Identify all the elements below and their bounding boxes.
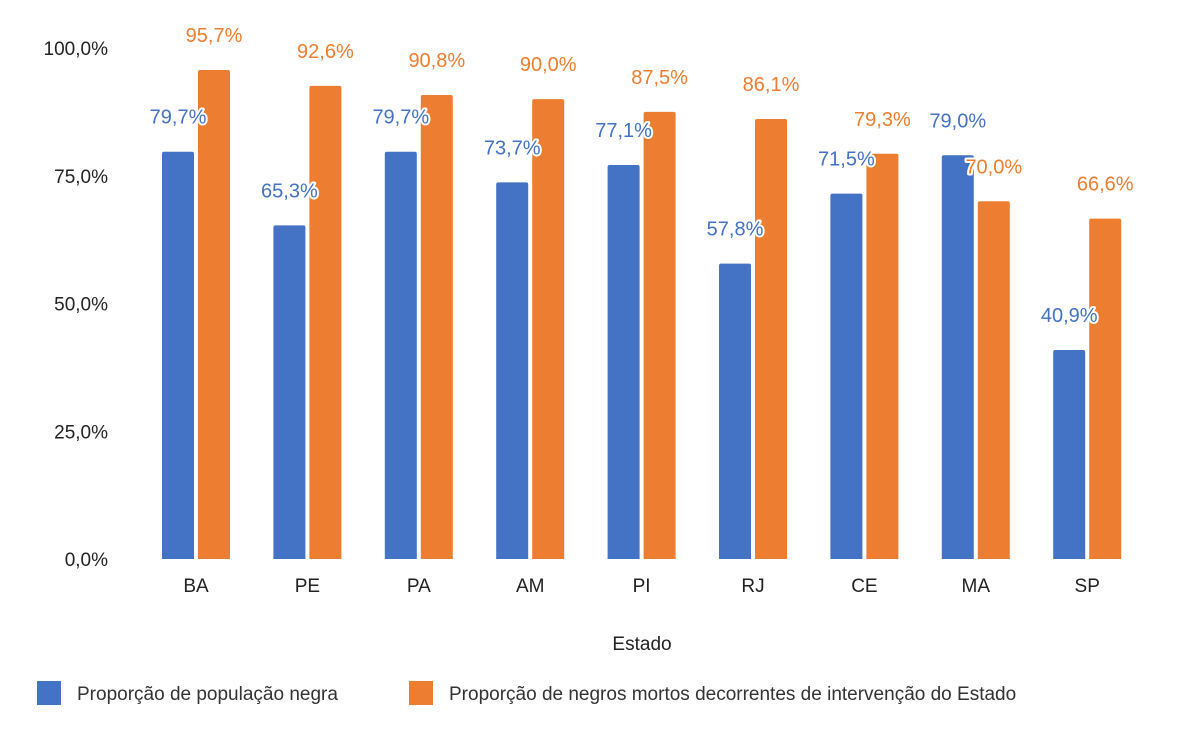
data-label-populacao-negra: 73,7% xyxy=(484,137,541,159)
data-label-populacao-negra: 71,5% xyxy=(818,149,875,171)
bar-negros-mortos xyxy=(755,119,787,560)
legend-swatch xyxy=(409,681,433,705)
data-label-negros-mortos: 92,6% xyxy=(297,41,354,63)
bar-negros-mortos xyxy=(643,111,676,559)
y-tick-label: 100,0% xyxy=(44,39,109,60)
x-tick-label: MA xyxy=(962,576,991,597)
data-label-populacao-negra: 79,7% xyxy=(372,107,429,129)
bar-negros-mortos xyxy=(1089,218,1122,559)
legend-label: Proporção de negros mortos decorrentes d… xyxy=(449,684,1016,705)
x-tick-label: RJ xyxy=(741,576,764,597)
bar-negros-mortos xyxy=(198,69,230,560)
x-tick-label: AM xyxy=(516,576,545,597)
y-axis: 0,0% 25,0% 50,0% 75,0% 100,0% xyxy=(44,39,109,571)
x-axis-title: Estado xyxy=(612,634,671,655)
x-tick-label: CE xyxy=(851,576,877,597)
data-label-negros-mortos: 90,8% xyxy=(408,50,465,72)
data-label-negros-mortos: 87,5% xyxy=(631,67,688,89)
bar-negros-mortos xyxy=(420,95,453,560)
y-tick-label: 25,0% xyxy=(54,422,108,443)
x-tick-label: PE xyxy=(295,576,320,597)
bars xyxy=(162,69,1122,560)
data-label-populacao-negra: 77,1% xyxy=(595,120,652,142)
bar-populacao-negra xyxy=(607,165,640,560)
x-tick-label: SP xyxy=(1075,576,1100,597)
x-axis: BA PE PA AM PI RJ CE MA SP xyxy=(183,576,1100,597)
data-label-populacao-negra: 79,7% xyxy=(150,107,207,129)
bar-populacao-negra xyxy=(830,193,863,559)
bar-populacao-negra xyxy=(941,155,974,559)
data-label-negros-mortos: 79,3% xyxy=(854,109,911,131)
data-label-negros-mortos: 95,7% xyxy=(186,25,243,47)
bar-populacao-negra xyxy=(162,151,194,559)
bar-negros-mortos xyxy=(866,153,899,560)
bar-negros-mortos xyxy=(977,201,1010,560)
bar-negros-mortos xyxy=(532,99,565,559)
x-tick-label: BA xyxy=(183,576,209,597)
y-tick-label: 75,0% xyxy=(54,167,108,188)
data-label-negros-mortos: 90,0% xyxy=(520,54,577,76)
y-tick-label: 0,0% xyxy=(65,550,108,571)
data-label-populacao-negra: 57,8% xyxy=(707,219,764,241)
bar-populacao-negra xyxy=(496,182,529,559)
data-label-negros-mortos: 70,0% xyxy=(965,156,1022,178)
bar-populacao-negra xyxy=(384,151,417,559)
legend-label: Proporção de população negra xyxy=(77,684,338,705)
data-label-populacao-negra: 40,9% xyxy=(1041,305,1098,327)
bar-populacao-negra xyxy=(1053,350,1086,559)
data-labels: 79,7% 95,7% 65,3% 92,6% 79,7% 90,8% 73,7% 90,0%… xyxy=(148,23,1136,329)
data-label-negros-mortos: 66,6% xyxy=(1077,174,1134,196)
x-tick-label: PA xyxy=(407,576,431,597)
data-label-negros-mortos: 86,1% xyxy=(743,74,800,96)
bar-populacao-negra xyxy=(719,263,751,559)
bar-negros-mortos xyxy=(309,85,342,560)
bar-populacao-negra xyxy=(273,225,306,559)
x-tick-label: PI xyxy=(633,576,651,597)
legend: Proporção de população negra Proporção de… xyxy=(37,681,1016,705)
data-label-populacao-negra: 79,0% xyxy=(929,110,986,132)
data-label-populacao-negra: 65,3% xyxy=(261,180,318,202)
y-tick-label: 50,0% xyxy=(54,295,108,316)
legend-swatch xyxy=(37,681,61,705)
